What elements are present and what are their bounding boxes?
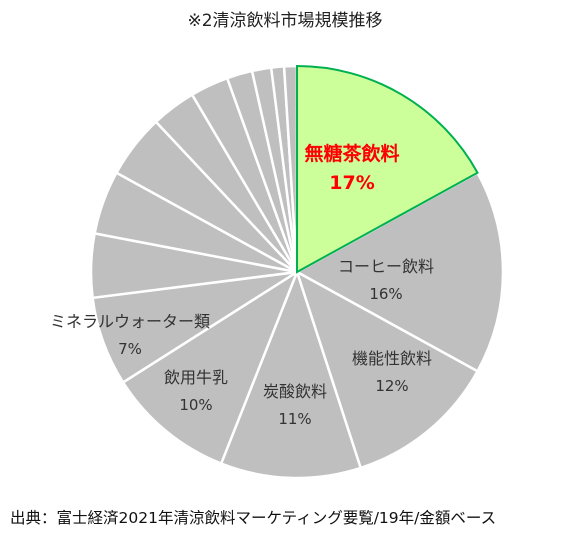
slice-label-3: 機能性飲料 (352, 349, 432, 368)
slice-label-5: 飲用牛乳 (164, 368, 228, 387)
slice-label-1: 無糖茶飲料 (304, 142, 399, 165)
slice-label-4: 炭酸飲料 (263, 382, 327, 401)
slice-value-label-3: 12% (375, 377, 408, 395)
pie-slice-4 (219, 268, 363, 480)
slice-value-label-2: 16% (369, 285, 402, 303)
slice-label-6: ミネラルウォーター類 (50, 312, 210, 331)
slice-value-label-1: 17% (329, 172, 374, 194)
slice-label-2: コーヒー飲料 (338, 257, 434, 276)
pie-slice-2 (294, 171, 505, 373)
slice-value-label-6: 7% (118, 340, 142, 358)
slice-value-label-4: 11% (278, 410, 311, 428)
chart-source: 出典：富士経済2021年清涼飲料マーケティング要覧/19年/金額ベース (10, 509, 497, 527)
pie-slice-5 (121, 268, 300, 466)
pie-slice-1 (296, 64, 479, 274)
chart-title: ※2清涼飲料市場規模推移 (187, 11, 383, 31)
pie-slice-3 (294, 269, 480, 470)
slice-value-label-5: 10% (179, 396, 212, 414)
